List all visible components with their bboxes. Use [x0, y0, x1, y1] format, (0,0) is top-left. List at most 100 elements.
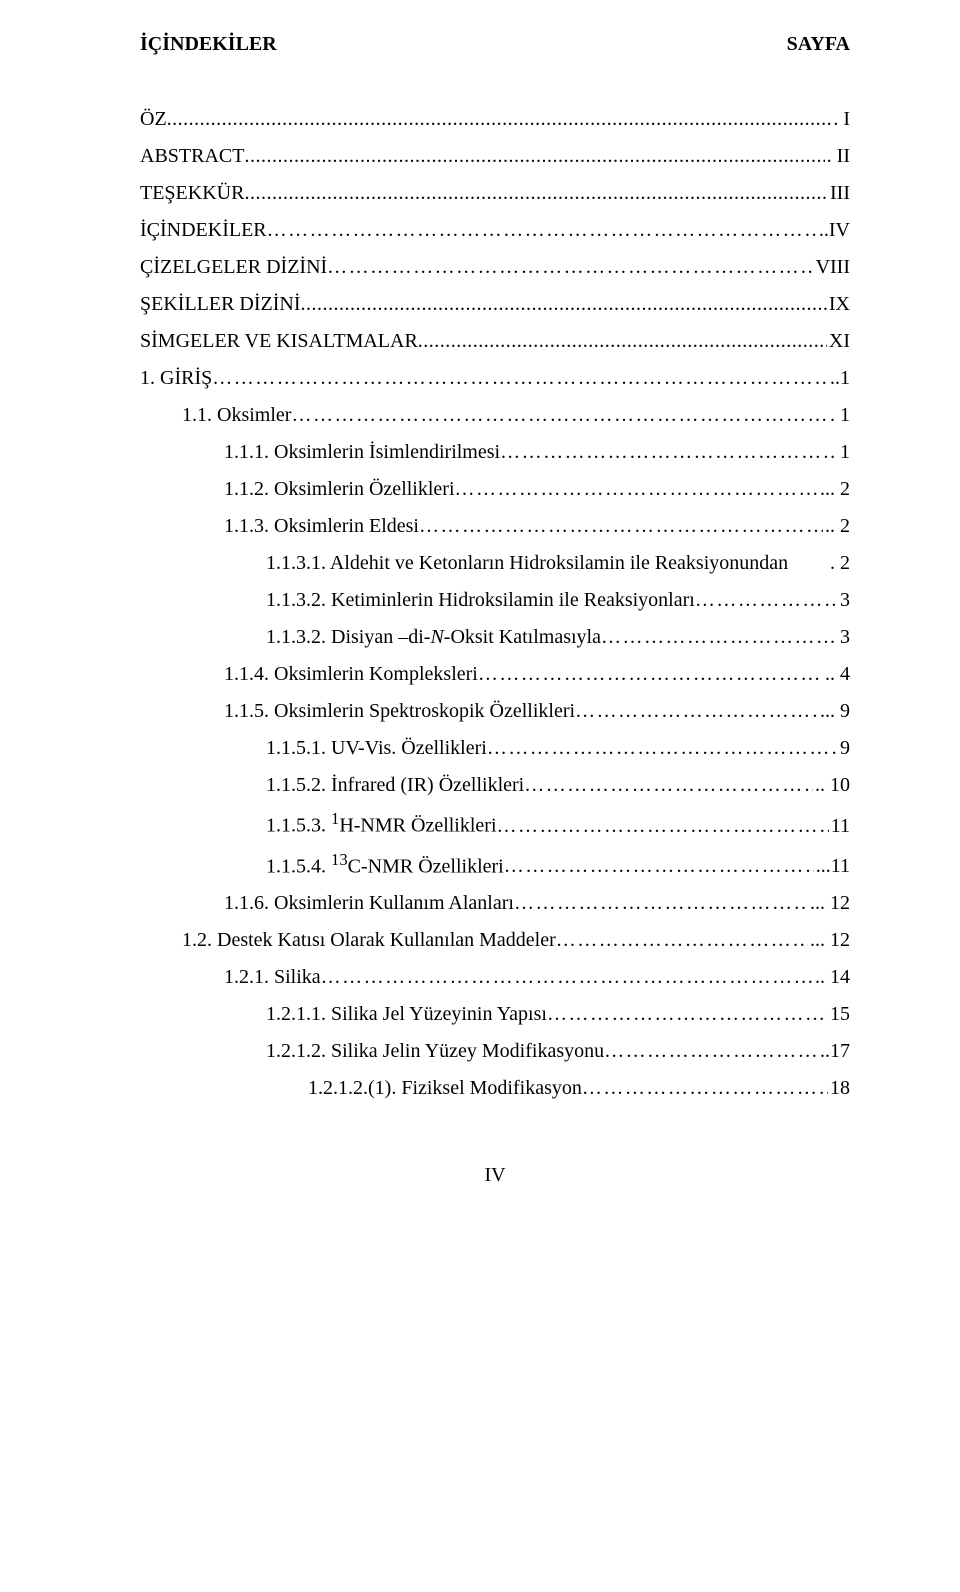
toc-page: IX: [827, 286, 850, 323]
toc-leader: ……………………………………………………………………………………………………………: [514, 885, 808, 922]
toc-label: 1.1.6. Oksimlerin Kullanım Alanları: [224, 885, 514, 922]
header-right: SAYFA: [787, 26, 850, 63]
toc-entry: 1.1.2. Oksimlerin Özellikleri………………………………: [140, 471, 850, 508]
toc-leader: ........................................…: [244, 175, 828, 212]
toc-page: VIII: [814, 249, 850, 286]
toc-label: ABSTRACT: [140, 138, 244, 175]
toc-leader: ……………………………………………………………………………………………………………: [556, 922, 808, 959]
toc-entry: ÖZ......................................…: [140, 101, 850, 138]
toc-entry: İÇİNDEKİLER………………………………………………………………………………: [140, 212, 850, 249]
toc-entry: 1.1.5.4. 13C-NMR Özellikleri…………………………………: [140, 845, 850, 886]
toc-entry: SİMGELER VE KISALTMALAR.................…: [140, 323, 850, 360]
page-footer: IV: [140, 1157, 850, 1194]
toc-page: ... 12: [808, 885, 850, 922]
toc-page: . 1: [828, 397, 850, 434]
toc-label: ŞEKİLLER DİZİNİ: [140, 286, 301, 323]
toc-label: 1.1.4. Oksimlerin Kompleksleri: [224, 656, 478, 693]
toc-label: 1.1.5.1. UV-Vis. Özellikleri: [266, 730, 487, 767]
toc-page: .. 14: [813, 959, 850, 996]
toc-page: ... 9: [818, 693, 850, 730]
toc-page: . II: [825, 138, 850, 175]
toc-leader: ……………………………………………………………………………………………………………: [212, 360, 828, 397]
toc-leader: ……………………………………………………………………………………………………………: [504, 848, 814, 885]
toc-page: 9: [838, 730, 850, 767]
toc-page: III: [828, 175, 850, 212]
toc-entry: 1.1.4. Oksimlerin Kompleksleri……………………………: [140, 656, 850, 693]
toc-label: 1.2.1.1. Silika Jel Yüzeyinin Yapısı: [266, 996, 547, 1033]
toc-page: . 3: [828, 619, 850, 656]
toc-leader: ……………………………………………………………………………………………………………: [500, 434, 838, 471]
toc-entry: 1.2.1. Silika…………………………………………………………………………: [140, 959, 850, 996]
toc-page: 18: [828, 1070, 850, 1107]
toc-page: XI: [827, 323, 850, 360]
toc-leader: ……………………………………………………………………………………………………………: [604, 1033, 818, 1070]
toc-page: .. 2: [823, 508, 850, 545]
toc-leader: ……………………………………………………………………………………………………………: [547, 996, 828, 1033]
toc-label: ÇİZELGELER DİZİNİ: [140, 249, 327, 286]
toc-entry: 1. GİRİŞ………………………………………………………………………………………: [140, 360, 850, 397]
toc-entry: 1.1.5.1. UV-Vis. Özellikleri…………………………………: [140, 730, 850, 767]
toc-page: ..1: [828, 360, 850, 397]
toc-page: ...11: [814, 848, 850, 885]
toc-entry: TEŞEKKÜR................................…: [140, 175, 850, 212]
toc-label: ÖZ: [140, 101, 167, 138]
toc-label: 1.1.3.2. Ketiminlerin Hidroksilamin ile …: [266, 582, 695, 619]
toc-label: 1.1.2. Oksimlerin Özellikleri: [224, 471, 455, 508]
toc-leader: ........................................…: [418, 323, 827, 360]
toc-label: 1.1.5. Oksimlerin Spektroskopik Özellikl…: [224, 693, 575, 730]
toc-leader: ……………………………………………………………………………………………………………: [601, 619, 828, 656]
toc-header: İÇİNDEKİLER SAYFA: [140, 26, 850, 63]
toc-entry: 1.2. Destek Katısı Olarak Kullanılan Mad…: [140, 922, 850, 959]
toc-page: ..IV: [817, 212, 850, 249]
toc-leader: ……………………………………………………………………………………………………………: [478, 656, 823, 693]
toc-entry: 1.2.1.2. Silika Jelin Yüzey Modifikasyon…: [140, 1033, 850, 1070]
toc-leader: ……………………………………………………………………………………………………………: [419, 508, 823, 545]
toc-label: TEŞEKKÜR: [140, 175, 244, 212]
toc-entry: 1.1. Oksimler…………………………………………………………………………: [140, 397, 850, 434]
toc-entry: 1.1.1. Oksimlerin İsimlendirilmesi…………………: [140, 434, 850, 471]
toc-leader: ……………………………………………………………………………………………………………: [267, 212, 817, 249]
toc-label: 1.1.5.3. 1H-NMR Özellikleri: [266, 804, 497, 845]
toc-label: 1.2. Destek Katısı Olarak Kullanılan Mad…: [182, 922, 556, 959]
toc-label: 1.1.5.2. İnfrared (IR) Özellikleri: [266, 767, 524, 804]
toc-leader: ........................................…: [301, 286, 827, 323]
toc-entry: 1.2.1.1. Silika Jel Yüzeyinin Yapısı……………: [140, 996, 850, 1033]
toc-leader: ……………………………………………………………………………………………………………: [455, 471, 818, 508]
toc-label: 1.1.5.4. 13C-NMR Özellikleri: [266, 845, 504, 886]
toc-label: 1. GİRİŞ: [140, 360, 212, 397]
toc-leader: ……………………………………………………………………………………………………………: [327, 249, 813, 286]
toc-entry: 1.1.5. Oksimlerin Spektroskopik Özellikl…: [140, 693, 850, 730]
header-left: İÇİNDEKİLER: [140, 26, 277, 63]
toc-label: 1.1.3. Oksimlerin Eldesi: [224, 508, 419, 545]
toc-page: .. 10: [813, 767, 850, 804]
toc-label: 1.2.1.2.(1). Fiziksel Modifikasyon: [308, 1070, 582, 1107]
toc-label: SİMGELER VE KISALTMALAR: [140, 323, 418, 360]
toc-label: 1.1.3.1. Aldehit ve Ketonların Hidroksil…: [266, 545, 788, 582]
toc-entry: ÇİZELGELER DİZİNİ………………………………………………………………: [140, 249, 850, 286]
toc-label: 1.1. Oksimler: [182, 397, 291, 434]
toc-page: ..17: [818, 1033, 850, 1070]
toc-leader: ……………………………………………………………………………………………………………: [582, 1070, 828, 1107]
toc-label: 1.1.3.2. Disiyan –di-N-Oksit Katılmasıyl…: [266, 619, 601, 656]
toc-entry: 1.1.5.3. 1H-NMR Özellikleri……………………………………: [140, 804, 850, 845]
toc-page: . 2: [828, 545, 850, 582]
toc-entry: 1.1.3.2. Ketiminlerin Hidroksilamin ile …: [140, 582, 850, 619]
toc-entry: 1.1.6. Oksimlerin Kullanım Alanları………………: [140, 885, 850, 922]
toc-page: . I: [831, 101, 850, 138]
toc-label: 1.2.1. Silika: [224, 959, 321, 996]
toc-entry: 1.1.3.2. Disiyan –di-N-Oksit Katılmasıyl…: [140, 619, 850, 656]
toc-page: 15: [828, 996, 850, 1033]
toc-body: ÖZ......................................…: [140, 101, 850, 1107]
toc-leader: ........................................…: [167, 101, 832, 138]
toc-entry: 1.1.3.1. Aldehit ve Ketonların Hidroksil…: [140, 545, 850, 582]
toc-leader: ……………………………………………………………………………………………………………: [321, 959, 813, 996]
toc-page: ... 2: [818, 471, 850, 508]
toc-leader: ……………………………………………………………………………………………………………: [487, 730, 838, 767]
toc-entry: 1.1.3. Oksimlerin Eldesi……………………………………………: [140, 508, 850, 545]
toc-page: ... 12: [808, 922, 850, 959]
toc-leader: ........................................…: [244, 138, 824, 175]
toc-label: 1.1.1. Oksimlerin İsimlendirilmesi: [224, 434, 500, 471]
toc-leader: ……………………………………………………………………………………………………………: [497, 808, 829, 845]
toc-entry: 1.1.5.2. İnfrared (IR) Özellikleri…………………: [140, 767, 850, 804]
toc-label: 1.2.1.2. Silika Jelin Yüzey Modifikasyon…: [266, 1033, 604, 1070]
